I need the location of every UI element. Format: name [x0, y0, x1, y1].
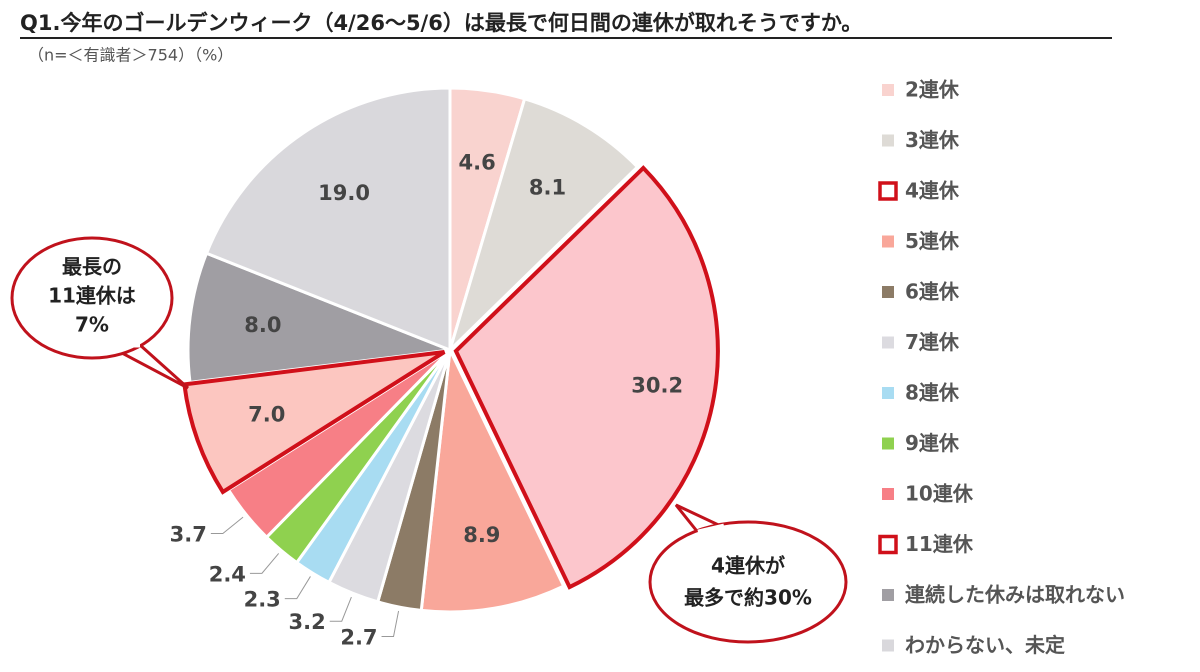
pie-slice: [186, 251, 451, 385]
callout-text: 4連休が: [711, 554, 785, 578]
legend-swatch: [878, 181, 898, 201]
leader-line: [249, 553, 280, 574]
callout-text: 7%: [75, 313, 109, 337]
legend-label: 5連休: [905, 229, 960, 253]
pie-slice: [453, 165, 720, 590]
callout-text: 最多で約30%: [684, 586, 812, 610]
callout-left: 最長の 11連休は 7%: [10, 236, 190, 390]
data-label: 3.2: [289, 610, 326, 634]
legend-swatch: [882, 84, 894, 96]
legend-label: 7連休: [905, 330, 960, 354]
callout-text: 最長の: [62, 255, 122, 279]
legend-label: 連続した休みは取れない: [905, 583, 1125, 607]
legend-label: 6連休: [905, 280, 960, 304]
legend-label: 8連休: [905, 381, 960, 405]
legend-swatch: [882, 387, 894, 399]
data-label: 30.2: [631, 373, 683, 397]
data-label: 4.6: [459, 150, 496, 174]
data-label: 2.4: [209, 562, 246, 586]
legend-swatch: [882, 336, 894, 349]
data-label: 8.1: [529, 175, 566, 199]
callout-right: 4連休が 最多で約30%: [648, 503, 848, 644]
legend-swatch: [882, 488, 894, 500]
callout-bubble: [10, 236, 174, 360]
pie: 4.6 8.1 30.2 8.9 2.7 3.2 2.32.43.7 7.0 8.0 19.0: [170, 86, 720, 649]
leader-line: [329, 596, 352, 622]
legend-label: わからない、未定: [905, 633, 1065, 657]
data-label: 8.9: [463, 523, 500, 547]
data-label: 8.0: [244, 313, 281, 337]
legend-label: 11連休: [905, 532, 974, 556]
data-label: 19.0: [318, 181, 370, 205]
callout-bubble: [648, 520, 848, 644]
legend-label: 2連休: [905, 78, 960, 102]
pie-slice: [204, 86, 452, 353]
legend-swatch: [882, 134, 894, 147]
callout-text: 11連休は: [48, 284, 136, 308]
leader-line: [381, 610, 400, 637]
legend-swatch: [882, 639, 894, 652]
leader-line: [284, 576, 311, 600]
pie-slice: [446, 96, 640, 356]
data-label: 2.7: [340, 625, 377, 649]
legend-swatch: [882, 437, 894, 450]
legend-label: 10連休: [905, 482, 974, 506]
legend-label: 3連休: [905, 128, 960, 152]
leader-line: [210, 516, 244, 534]
legend-label: 9連休: [905, 431, 960, 455]
legend-swatch: [882, 589, 894, 601]
data-label: 2.3: [244, 588, 281, 612]
callout-join: [697, 523, 725, 535]
data-label: 3.7: [170, 522, 207, 546]
legend-swatch: [882, 235, 894, 248]
legend-swatch: [882, 286, 894, 298]
legend-swatch: [878, 534, 898, 555]
pie-slice: [419, 344, 566, 614]
chart-subtitle: （n=＜有識者＞754）（%）: [28, 46, 233, 65]
data-label: 7.0: [248, 403, 285, 427]
legend-label: 4連休: [905, 179, 960, 203]
chart-title: Q1.今年のゴールデンウィーク（4/26〜5/6）は最長で何日間の連休が取れそう…: [20, 11, 862, 35]
legend: 2連休 3連休 4連休 5連休 6連休 7連休 8連休 9連休 10連休 11連休連続した休みは取…: [878, 78, 1125, 657]
